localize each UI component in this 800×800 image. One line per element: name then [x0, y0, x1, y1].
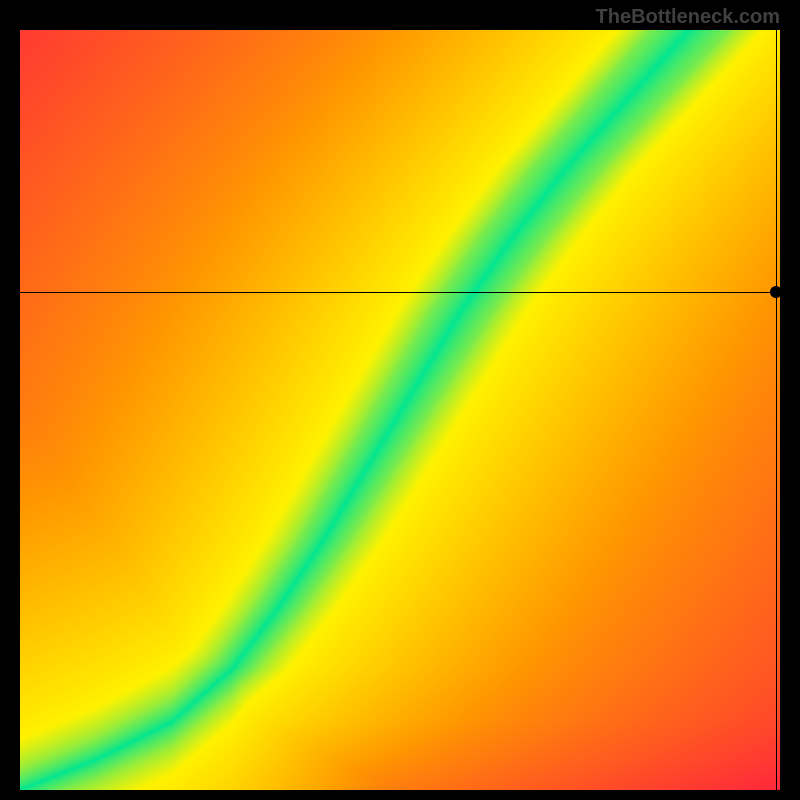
crosshair-marker [770, 286, 782, 298]
heatmap-canvas [20, 30, 780, 790]
crosshair-horizontal [20, 292, 780, 293]
crosshair-vertical [776, 30, 777, 790]
watermark-text: TheBottleneck.com [596, 6, 780, 29]
plot-area [20, 30, 780, 790]
